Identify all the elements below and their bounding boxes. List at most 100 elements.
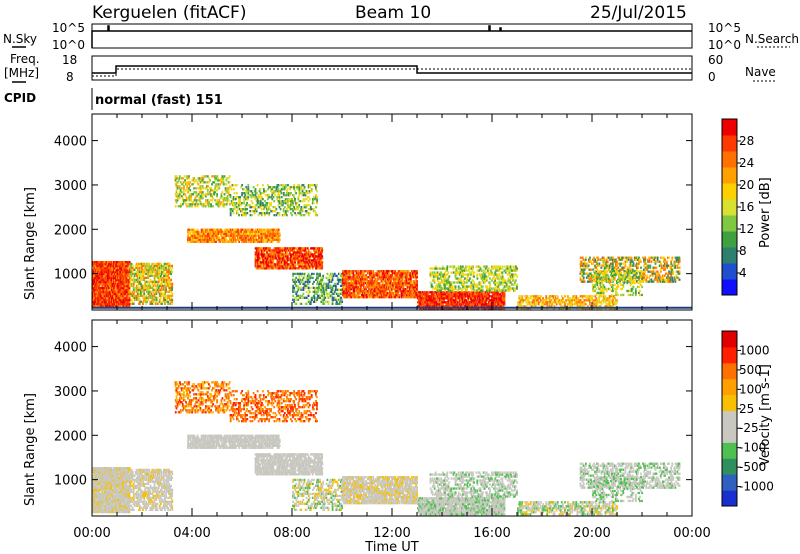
power-echo <box>256 184 259 187</box>
power-echo <box>108 272 111 276</box>
power-echo <box>99 262 102 266</box>
power-echo <box>262 267 264 270</box>
power-echo <box>187 238 189 241</box>
power-echo <box>328 296 331 299</box>
power-echo <box>463 293 466 296</box>
power-echo <box>226 191 229 194</box>
power-echo <box>134 272 137 276</box>
power-echo <box>279 190 282 193</box>
power-echo <box>237 208 239 211</box>
power-echo <box>122 278 125 282</box>
power-echo <box>369 282 372 285</box>
power-echo <box>220 228 223 231</box>
power-echo <box>269 236 272 239</box>
power-echo <box>93 280 95 284</box>
power-echo <box>228 228 231 231</box>
power-echo <box>260 232 263 235</box>
power-echo <box>247 198 250 201</box>
power-echo <box>347 294 350 297</box>
power-echo <box>185 199 187 202</box>
power-echo <box>148 262 151 266</box>
power-echo <box>279 208 282 211</box>
power-echo <box>286 255 289 258</box>
power-echo <box>254 192 257 195</box>
power-echo <box>267 255 269 258</box>
power-echo <box>376 282 379 285</box>
power-echo <box>320 257 323 260</box>
power-echo <box>145 266 148 270</box>
power-echo <box>424 299 427 302</box>
power-echo <box>124 284 127 288</box>
power-echo <box>467 303 470 306</box>
power-echo <box>195 187 198 190</box>
power-echo <box>305 204 308 207</box>
power-echo <box>269 251 271 254</box>
power-echo <box>381 290 384 293</box>
power-echo <box>348 294 351 297</box>
power-echo <box>306 192 309 195</box>
power-echo <box>401 270 404 273</box>
power-echo <box>164 266 167 270</box>
power-echo <box>396 288 399 291</box>
power-echo <box>271 263 274 266</box>
power-echo <box>316 298 318 301</box>
power-echo <box>369 296 371 299</box>
power-echo <box>206 175 209 178</box>
power-echo <box>162 270 165 274</box>
power-echo <box>281 186 284 189</box>
power-echo <box>447 295 450 298</box>
power-echo <box>222 236 225 239</box>
power-echo <box>309 261 312 264</box>
power-echo <box>321 249 324 252</box>
power-echo <box>186 205 188 208</box>
power-echo <box>105 296 108 300</box>
power-echo <box>347 288 350 291</box>
power-echo <box>137 276 139 280</box>
power-echo <box>479 293 482 296</box>
power-echo <box>214 199 217 202</box>
power-echo <box>284 253 287 256</box>
power-echo <box>148 286 151 290</box>
power-echo <box>264 263 267 266</box>
power-echo <box>169 278 172 282</box>
power-echo <box>414 272 417 275</box>
power-echo <box>487 293 490 296</box>
power-echo <box>298 247 301 250</box>
power-echo <box>288 257 291 260</box>
power-echo <box>353 282 356 285</box>
power-echo <box>357 296 360 299</box>
power-echo <box>151 296 154 299</box>
power-echo <box>208 201 210 204</box>
power-echo <box>482 297 485 300</box>
power-echo <box>193 238 196 241</box>
power-echo <box>346 290 349 293</box>
power-echo <box>370 274 373 277</box>
power-echo <box>194 179 197 182</box>
power-echo <box>258 249 261 252</box>
power-echo <box>284 265 287 268</box>
power-echo <box>149 278 152 282</box>
power-echo <box>322 300 325 303</box>
power-echo <box>476 291 479 294</box>
power-echo <box>384 290 387 293</box>
power-echo <box>364 296 366 299</box>
power-echo <box>329 272 332 276</box>
power-echo <box>109 294 112 298</box>
power-echo <box>208 236 210 239</box>
power-echo <box>492 295 495 298</box>
power-echo <box>282 194 285 197</box>
power-echo <box>99 280 102 284</box>
power-echo <box>277 253 280 256</box>
power-echo <box>300 206 303 209</box>
power-echo <box>376 294 379 297</box>
power-echo <box>315 298 317 301</box>
power-echo <box>411 296 414 299</box>
power-echo <box>122 290 125 294</box>
power-echo <box>367 280 370 283</box>
power-echo <box>312 184 314 187</box>
power-echo <box>273 253 276 256</box>
power-echo <box>465 301 467 304</box>
power-echo <box>93 304 96 308</box>
power-echo <box>201 228 204 231</box>
power-echo <box>147 296 150 299</box>
